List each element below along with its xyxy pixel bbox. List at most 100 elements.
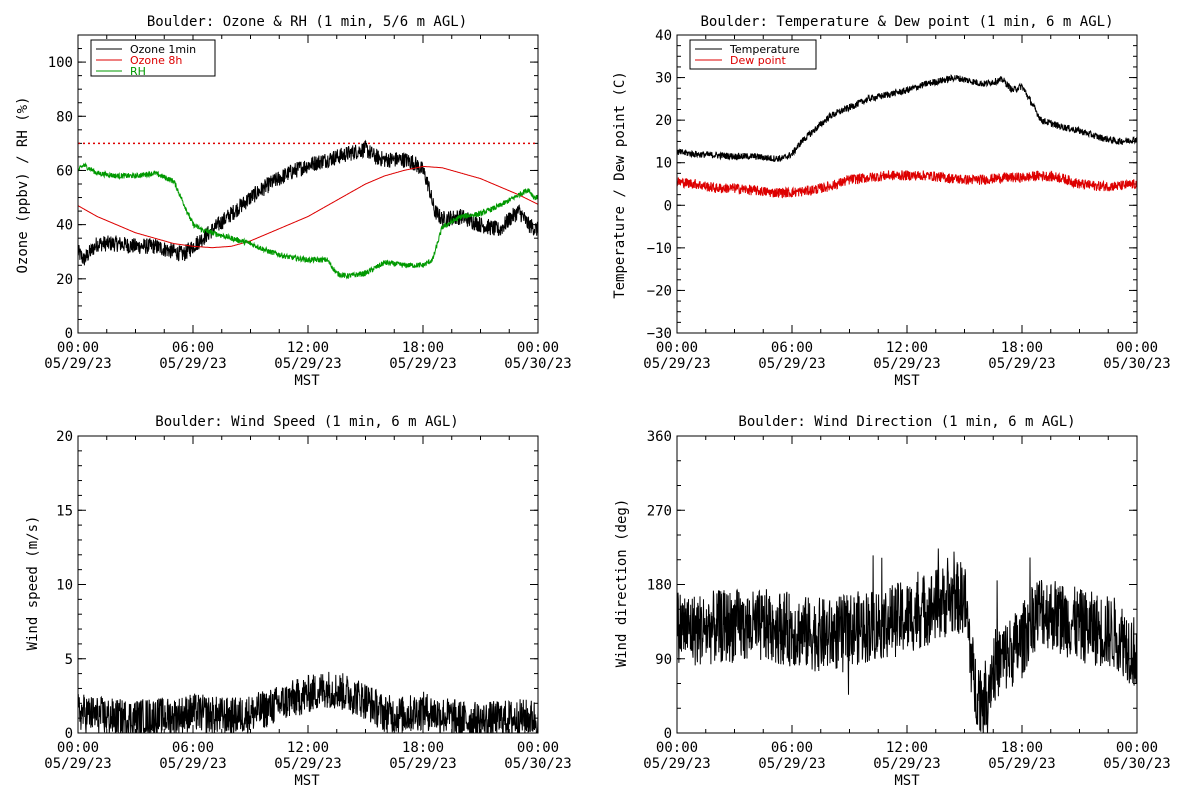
x-tick-time-label: 00:00 [517, 340, 559, 356]
series-line-temperature [676, 74, 1138, 163]
y-tick-label: 10 [655, 156, 672, 172]
x-tick-date-label: 05/29/23 [873, 756, 940, 772]
legend-label-ozone-8h: Ozone 8h [130, 54, 182, 67]
x-tick-date-label: 05/29/23 [389, 756, 456, 772]
x-tick-date-label: 05/29/23 [159, 356, 226, 372]
x-tick-time-label: 06:00 [172, 340, 214, 356]
x-tick-date-label: 05/29/23 [988, 356, 1055, 372]
x-tick-time-label: 00:00 [57, 340, 99, 356]
x-tick-date-label: 05/30/23 [504, 756, 571, 772]
x-tick-time-label: 06:00 [771, 340, 813, 356]
series-line-dew-point [676, 170, 1138, 199]
x-tick-time-label: 00:00 [517, 740, 559, 756]
plot-frame [77, 435, 539, 734]
y-tick-label: 20 [655, 113, 672, 129]
y-tick-label: 90 [655, 652, 672, 668]
plot-frame [676, 435, 1138, 734]
y-tick-label: 30 [655, 71, 672, 87]
y-tick-label: 40 [655, 28, 672, 44]
panel-ozone-rh: Boulder: Ozone & RH (1 min, 5/6 m AGL) O… [15, 14, 572, 389]
x-tick-time-label: 00:00 [57, 740, 99, 756]
x-tick-date-label: 05/29/23 [274, 756, 341, 772]
x-tick-time-label: 06:00 [771, 740, 813, 756]
plot-frame [77, 34, 539, 334]
y-tick-label: 360 [647, 429, 672, 445]
axis-ticks: −30−20−1001020304000:0005/29/2306:0005/2… [643, 28, 1170, 372]
x-axis-label: MST [894, 773, 920, 789]
x-tick-time-label: 06:00 [172, 740, 214, 756]
y-tick-label: 80 [56, 109, 73, 125]
chart-title: Boulder: Temperature & Dew point (1 min,… [700, 14, 1113, 30]
y-tick-label: 15 [56, 503, 73, 519]
x-tick-time-label: 00:00 [1116, 740, 1158, 756]
x-tick-date-label: 05/30/23 [1103, 756, 1170, 772]
x-tick-date-label: 05/29/23 [988, 756, 1055, 772]
x-tick-time-label: 18:00 [402, 340, 444, 356]
x-tick-date-label: 05/29/23 [758, 356, 825, 372]
y-axis-label: Temperature / Dew point (C) [612, 71, 628, 299]
series-group [676, 548, 1138, 734]
x-tick-date-label: 05/30/23 [1103, 356, 1170, 372]
legend-box [689, 39, 817, 70]
y-axis-label: Wind speed (m/s) [25, 516, 41, 651]
y-axis-label: Wind direction (deg) [614, 499, 630, 668]
y-tick-label: 10 [56, 578, 73, 594]
x-tick-date-label: 05/29/23 [274, 356, 341, 372]
series-line-ozone-1min [77, 139, 539, 266]
x-tick-time-label: 12:00 [287, 740, 329, 756]
x-tick-date-label: 05/29/23 [643, 756, 710, 772]
legend-label-rh: RH [130, 65, 146, 78]
x-axis-label: MST [294, 773, 320, 789]
x-tick-time-label: 00:00 [656, 740, 698, 756]
series-line-rh [77, 162, 539, 280]
y-axis-label: Ozone (ppbv) / RH (%) [15, 96, 31, 273]
legend-label-dew-point: Dew point [730, 54, 786, 67]
series-line-ozone-8h [77, 165, 539, 249]
x-tick-time-label: 00:00 [656, 340, 698, 356]
chart-title: Boulder: Wind Speed (1 min, 6 m AGL) [155, 414, 458, 430]
plot-frame [676, 34, 1138, 334]
x-tick-time-label: 18:00 [402, 740, 444, 756]
x-tick-date-label: 05/30/23 [504, 356, 571, 372]
x-tick-date-label: 05/29/23 [159, 756, 226, 772]
legend-label-temperature: Temperature [729, 43, 800, 56]
x-tick-date-label: 05/29/23 [758, 756, 825, 772]
legend-label-ozone-1min: Ozone 1min [130, 43, 196, 56]
x-tick-date-label: 05/29/23 [873, 356, 940, 372]
y-tick-label: 0 [664, 726, 672, 742]
x-tick-date-label: 05/29/23 [389, 356, 456, 372]
chart-title: Boulder: Ozone & RH (1 min, 5/6 m AGL) [147, 14, 467, 30]
panel-wind-speed: Boulder: Wind Speed (1 min, 6 m AGL) Win… [25, 414, 572, 789]
panel-temperature-dewpoint: Boulder: Temperature & Dew point (1 min,… [612, 14, 1171, 389]
axis-ticks: 09018027036000:0005/29/2306:0005/29/2312… [643, 429, 1170, 772]
y-tick-label: −20 [647, 283, 672, 299]
x-tick-time-label: 00:00 [1116, 340, 1158, 356]
x-tick-date-label: 05/29/23 [44, 756, 111, 772]
y-tick-label: 0 [65, 326, 73, 342]
y-tick-label: 40 [56, 218, 73, 234]
x-tick-time-label: 18:00 [1001, 340, 1043, 356]
x-tick-date-label: 05/29/23 [643, 356, 710, 372]
x-tick-time-label: 18:00 [1001, 740, 1043, 756]
legend: Ozone 1min Ozone 8h RH [90, 39, 216, 78]
y-tick-label: 0 [664, 198, 672, 214]
panel-wind-direction: Boulder: Wind Direction (1 min, 6 m AGL)… [614, 414, 1171, 789]
y-tick-label: −30 [647, 326, 672, 342]
x-tick-time-label: 12:00 [886, 340, 928, 356]
y-tick-label: 20 [56, 429, 73, 445]
y-tick-label: 5 [65, 652, 73, 668]
x-tick-time-label: 12:00 [886, 740, 928, 756]
x-axis-label: MST [294, 373, 320, 389]
y-tick-label: 100 [48, 55, 73, 71]
chart-title: Boulder: Wind Direction (1 min, 6 m AGL) [738, 414, 1075, 430]
y-tick-label: 0 [65, 726, 73, 742]
series-group [676, 74, 1138, 199]
y-tick-label: −10 [647, 241, 672, 257]
legend-box [90, 39, 216, 77]
x-tick-date-label: 05/29/23 [44, 356, 111, 372]
series-group [77, 671, 539, 734]
axis-ticks: 02040608010000:0005/29/2306:0005/29/2312… [44, 35, 572, 372]
y-tick-label: 20 [56, 272, 73, 288]
series-group [77, 139, 539, 280]
